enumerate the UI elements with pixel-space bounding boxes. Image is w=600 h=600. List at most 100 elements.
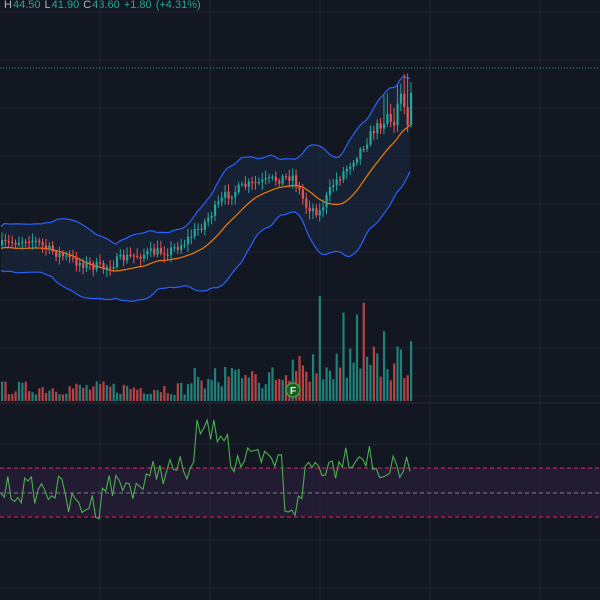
candle-body	[362, 148, 365, 151]
candle-body	[271, 176, 274, 178]
low-value: 41.90	[51, 0, 80, 11]
financials-event-icon[interactable]	[285, 382, 301, 398]
volume-bar	[335, 353, 338, 401]
high-key: H	[4, 0, 12, 11]
candle	[328, 179, 332, 202]
volume-bar	[159, 392, 163, 401]
volume-bar	[129, 388, 132, 401]
candle-body	[345, 168, 348, 172]
candle-body	[132, 255, 136, 257]
candle	[386, 93, 389, 128]
volume-bar	[55, 391, 58, 401]
candle-body	[92, 263, 95, 270]
candle	[92, 260, 95, 277]
volume-bar	[349, 348, 352, 401]
volume-bar	[355, 314, 359, 401]
candle-body	[11, 241, 14, 243]
candle	[132, 253, 136, 264]
candle	[224, 185, 227, 205]
candle	[217, 195, 220, 209]
bollinger-band-fill	[1, 76, 410, 302]
candle	[149, 241, 152, 257]
volume-bar	[274, 379, 277, 401]
candle	[342, 166, 345, 183]
candle	[99, 254, 102, 267]
volume-bar	[251, 371, 254, 401]
candle-body	[119, 254, 122, 257]
candle-body	[301, 189, 305, 199]
volume-bar	[237, 368, 240, 401]
candle-body	[224, 191, 227, 198]
event-marker[interactable]: F	[285, 382, 301, 398]
candle	[308, 200, 311, 220]
candle-body	[163, 253, 166, 255]
candle-body	[251, 181, 254, 183]
candle-body	[31, 240, 34, 243]
candle-body	[4, 240, 7, 242]
volume-bar	[166, 393, 169, 401]
candle	[102, 260, 105, 275]
candle	[159, 240, 163, 256]
candle	[362, 145, 365, 153]
volume-bar	[315, 373, 318, 401]
candle-body	[109, 267, 112, 269]
volume-bar	[318, 296, 321, 401]
volume-bar	[132, 387, 136, 401]
candle-body	[34, 240, 37, 242]
volume-bar	[305, 371, 308, 401]
candle	[105, 264, 108, 277]
bollinger-lower-line	[0, 171, 411, 302]
volume-bar	[31, 392, 34, 401]
candle-body	[153, 248, 156, 255]
candle-body	[399, 93, 403, 104]
volume-bar	[352, 362, 355, 401]
candle	[11, 235, 14, 249]
candle-body	[17, 242, 21, 245]
candle-body	[291, 175, 294, 181]
oscillator-line	[0, 418, 411, 520]
candle	[71, 249, 75, 263]
candle	[257, 177, 261, 186]
candle	[61, 249, 65, 261]
volume-bar	[122, 384, 125, 401]
candle	[119, 248, 122, 260]
candle-body	[284, 176, 288, 178]
volume-bar	[119, 394, 122, 401]
candle	[166, 248, 169, 260]
candle	[359, 146, 362, 165]
volume-bar	[17, 381, 21, 401]
candle	[122, 249, 125, 267]
candle	[146, 247, 149, 261]
close-value: 43.60	[92, 0, 120, 11]
candle	[136, 248, 139, 259]
candle-body	[149, 248, 152, 251]
candle	[227, 184, 230, 205]
candle	[382, 95, 386, 135]
candle-body	[129, 254, 132, 256]
candle-body	[210, 215, 213, 218]
candle	[65, 251, 68, 261]
candlestick-series[interactable]	[1, 73, 413, 277]
candle-body	[396, 103, 399, 126]
candle-body	[409, 92, 413, 125]
volume-bar	[109, 386, 112, 401]
volume-bar	[210, 379, 213, 401]
volume-bar	[396, 346, 399, 401]
volume-bar	[339, 367, 342, 401]
candle	[339, 175, 342, 186]
candle	[28, 235, 31, 249]
candle	[406, 73, 409, 133]
volume-bar	[44, 393, 48, 401]
candle	[409, 81, 413, 128]
oscillator-pane[interactable]	[0, 418, 600, 520]
candle	[325, 191, 328, 215]
volume-bar	[328, 370, 332, 401]
candle	[396, 85, 399, 133]
candle-body	[48, 245, 51, 249]
candle-body	[315, 208, 318, 216]
volume-bar	[322, 379, 325, 401]
candle-body	[247, 181, 250, 188]
volume-bar	[359, 368, 362, 401]
candle	[244, 176, 247, 191]
